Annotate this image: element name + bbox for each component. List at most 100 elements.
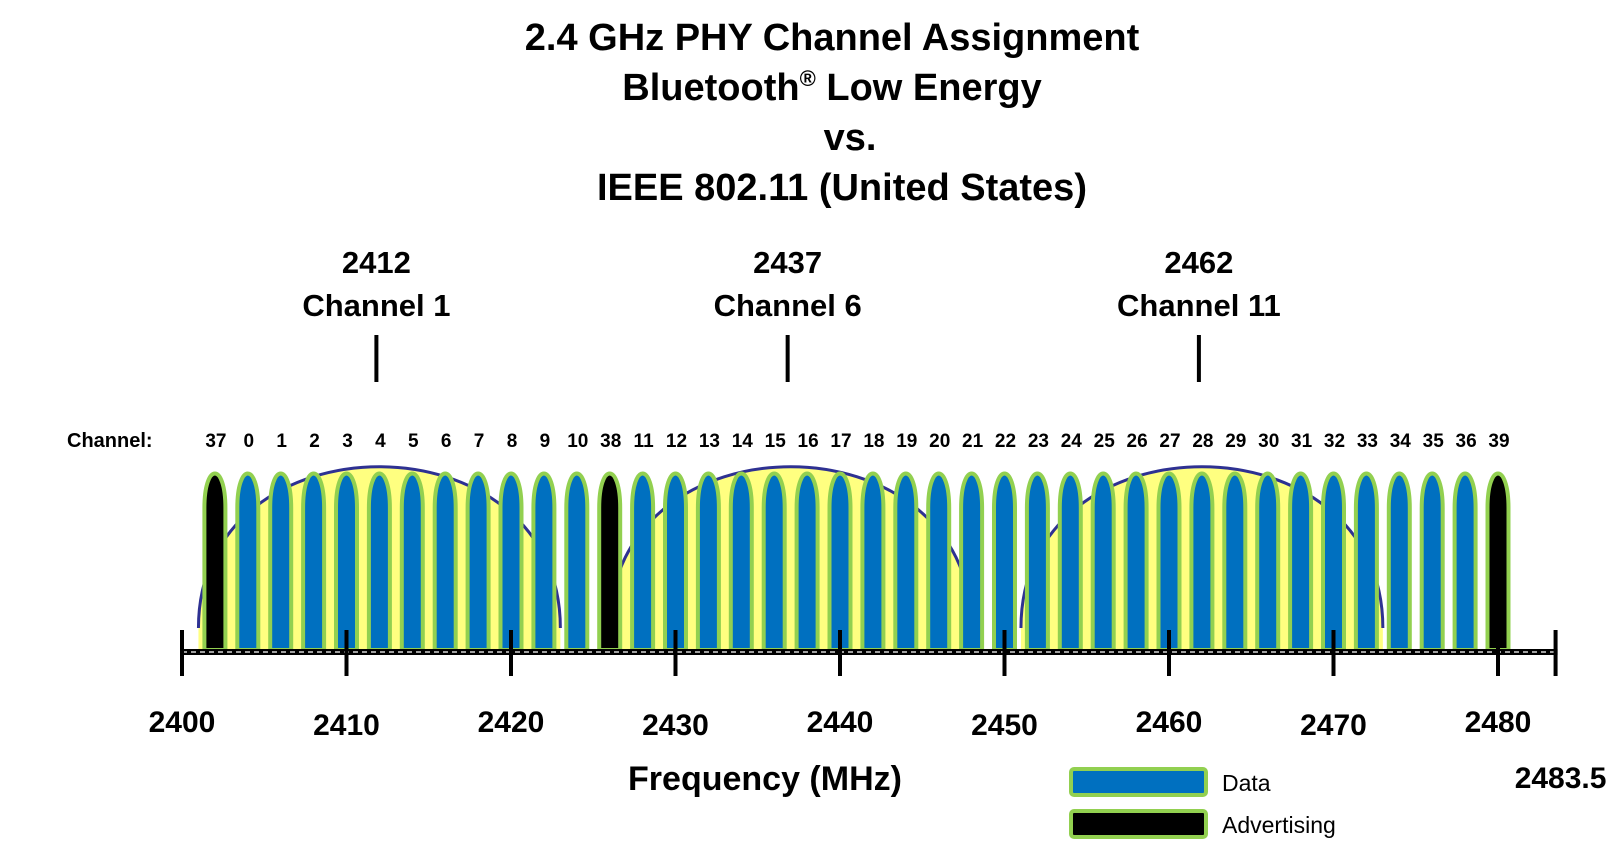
data-channel-peak <box>1222 471 1248 652</box>
data-channel-peak <box>235 471 261 652</box>
title-line-2-rest: Low Energy <box>816 67 1042 109</box>
wifi-channel-frequency: 2462 <box>1164 245 1233 280</box>
wifi-channel-name: Channel 11 <box>1117 288 1281 323</box>
ble-channel-number: 15 <box>765 431 787 452</box>
wifi-channel-frequency: 2412 <box>342 245 411 280</box>
wifi-channel-labels: 2412 Channel 1 2437 Channel 6 2462 Channel 11 <box>302 245 1281 382</box>
axis-tick-label: 2470 <box>1300 709 1367 742</box>
title-line-2-text: Bluetooth <box>622 67 799 109</box>
axis-tick-label: 2460 <box>1136 706 1203 739</box>
data-channel-peak <box>301 471 327 652</box>
ble-channel-number: 29 <box>1225 431 1246 452</box>
data-channel-peak <box>1255 471 1281 652</box>
ble-channel-number: 18 <box>863 431 884 452</box>
data-channel-peak <box>1057 471 1083 652</box>
title-line-1: 2.4 GHz PHY Channel Assignment <box>525 17 1140 59</box>
ble-channel-number: 4 <box>375 431 386 452</box>
ble-channel-number: 1 <box>276 431 287 452</box>
ble-channel-number: 10 <box>567 431 588 452</box>
ble-channel-number: 19 <box>896 431 917 452</box>
axis-tick-label: 2480 <box>1465 706 1532 739</box>
data-channel-peak <box>630 471 656 652</box>
data-channel-peak <box>1321 471 1346 652</box>
data-channel-peak <box>432 471 458 652</box>
data-channel-peak <box>531 471 557 652</box>
ble-channel-number: 8 <box>507 431 518 452</box>
registered-mark: ® <box>800 66 816 91</box>
ble-channel-number: 33 <box>1357 431 1378 452</box>
ble-channel-number: 36 <box>1456 431 1477 452</box>
ble-channel-number: 37 <box>205 431 226 452</box>
legend-advertising-swatch <box>1069 809 1208 839</box>
ble-channel-number: 14 <box>732 431 754 452</box>
ble-channel-number: 7 <box>474 431 485 452</box>
axis-tick-label: 2450 <box>971 709 1038 742</box>
axis-tick-label: 2430 <box>642 709 709 742</box>
ble-channel-number: 39 <box>1488 431 1509 452</box>
data-channel-peak <box>1123 471 1149 652</box>
data-channel-peak <box>728 471 754 652</box>
data-channel-peak <box>1189 471 1215 652</box>
legend: Data Advertising <box>1069 767 1336 839</box>
data-channel-peak <box>399 471 425 652</box>
title-line-3: vs. <box>824 117 877 159</box>
ble-channel-number: 35 <box>1423 431 1445 452</box>
ble-channel-number: 31 <box>1291 431 1313 452</box>
data-channel-peak <box>1090 471 1116 652</box>
data-channel-peak <box>992 471 1017 652</box>
ble-channel-number: 13 <box>699 431 720 452</box>
ble-channel-number: 22 <box>995 431 1016 452</box>
wifi-channel-name: Channel 6 <box>714 288 862 323</box>
data-channel-peak <box>334 471 359 652</box>
ble-channel-number: 27 <box>1159 431 1180 452</box>
data-channel-peak <box>695 471 721 652</box>
ble-channel-number: 32 <box>1324 431 1345 452</box>
title-line-2: Bluetooth® Low Energy <box>622 66 1041 109</box>
axis-title: Frequency (MHz) <box>628 760 902 798</box>
advertising-channel-peak <box>1485 471 1511 652</box>
ble-channel-number: 20 <box>929 431 950 452</box>
legend-data-label: Data <box>1222 770 1271 796</box>
advertising-channel-peak <box>202 471 228 652</box>
ble-channel-number: 24 <box>1061 431 1083 452</box>
data-channel-peak <box>564 471 590 652</box>
ble-channel-number: 23 <box>1028 431 1049 452</box>
ble-channel-number: 34 <box>1390 431 1412 452</box>
ble-channel-number: 21 <box>962 431 984 452</box>
wifi-channel-frequency: 2437 <box>753 245 822 280</box>
data-channel-peak <box>1452 471 1478 652</box>
data-channel-peak <box>1419 471 1445 652</box>
axis-tick-label: 2400 <box>149 706 216 739</box>
ble-channel-number: 0 <box>244 431 255 452</box>
ble-channel-number: 9 <box>540 431 551 452</box>
data-channel-peak <box>1024 471 1050 652</box>
axis-tick-label: 2410 <box>313 709 380 742</box>
data-channel-peak <box>893 471 919 652</box>
ble-channel-number: 26 <box>1127 431 1148 452</box>
channel-row-prefix: Channel: <box>67 430 153 452</box>
data-channel-peak <box>827 471 853 652</box>
ble-channel-number: 6 <box>441 431 452 452</box>
data-channel-peak <box>1288 471 1314 652</box>
ble-channel-labels: 37 0 1 2 3 4 5 6 7 8 9 10 38 11 12 13 14 15 16 17 18 19 20 21 22… <box>205 431 1509 452</box>
frequency-axis: 2400 2410 2420 2430 2440 2450 2460 2470 2480 2483… <box>149 630 1607 795</box>
data-channel-peak <box>268 471 294 652</box>
ble-channel-number: 30 <box>1258 431 1279 452</box>
axis-tick-label: 2483.5 <box>1515 762 1607 795</box>
legend-advertising-label: Advertising <box>1222 812 1336 838</box>
data-channel-peak <box>465 471 491 652</box>
ble-channel-number: 38 <box>600 431 621 452</box>
ble-channel-number: 28 <box>1192 431 1213 452</box>
data-channel-peak <box>959 471 985 652</box>
data-channel-peak <box>1353 471 1379 652</box>
data-channel-peak <box>1386 471 1412 652</box>
data-channel-peak <box>366 471 392 652</box>
data-channel-peak <box>794 471 820 652</box>
axis-tick-label: 2420 <box>478 706 545 739</box>
title-line-4: IEEE 802.11 (United States) <box>597 167 1087 209</box>
ble-channel-number: 3 <box>342 431 353 452</box>
wifi-channel-name: Channel 1 <box>302 288 450 323</box>
ble-channel-number: 25 <box>1094 431 1116 452</box>
ble-channel-number: 5 <box>408 431 419 452</box>
